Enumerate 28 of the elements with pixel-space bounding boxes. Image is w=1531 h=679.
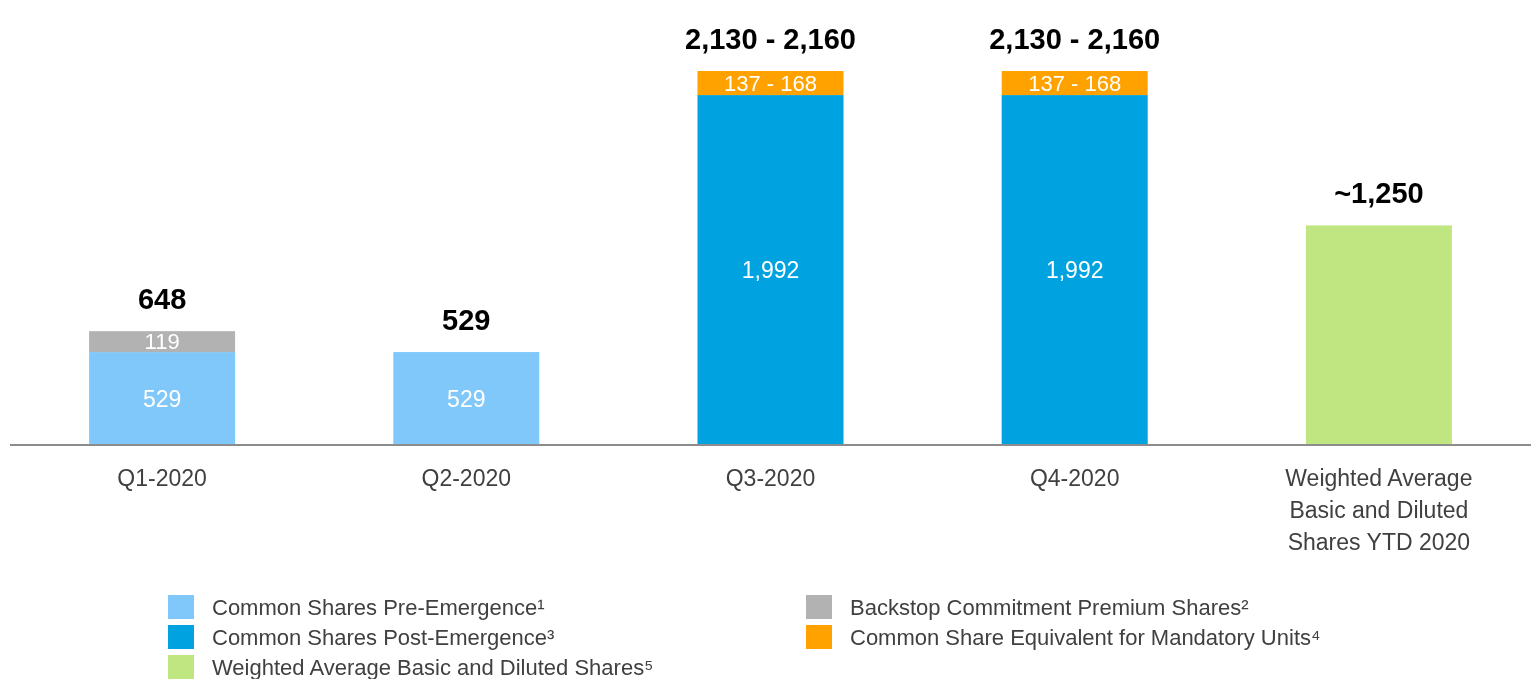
legend-label: Backstop Commitment Premium Shares² — [850, 594, 1249, 620]
x-tick-label: Q4-2020 — [1029, 465, 1120, 491]
bar — [1001, 95, 1148, 445]
bar — [393, 352, 540, 445]
data-label: 1,992 — [741, 257, 800, 284]
legend-label: Common Shares Pre-Emergence¹ — [212, 594, 545, 620]
legend-label: Common Share Equivalent for Mandatory Units⁴ — [850, 624, 1321, 650]
data-label: 137 - 168 — [1028, 70, 1122, 96]
data-label: 529 — [447, 385, 486, 412]
legend-label: Common Shares Post-Emergence³ — [212, 624, 555, 650]
x-tick-label: Q2-2020 — [421, 465, 512, 491]
x-tick-label: Weighted Average Basic and Diluted Shares YTD 2020 — [1285, 465, 1473, 555]
x-tick-label: Q3-2020 — [725, 465, 816, 491]
total-label: 2,130 - 2,160 — [989, 23, 1161, 55]
total-label: ~1,250 — [1334, 177, 1424, 210]
total-label: 2,130 - 2,160 — [685, 23, 856, 55]
bar — [89, 331, 236, 353]
data-label: 1,992 — [1045, 257, 1104, 284]
data-label: 119 — [144, 329, 180, 355]
bar — [1305, 225, 1452, 445]
bar — [89, 352, 236, 445]
x-tick-label: Q1-2020 — [117, 465, 207, 491]
data-label: 529 — [142, 385, 182, 412]
total-label: 648 — [137, 283, 187, 316]
legend-label: Weighted Average Basic and Diluted Shares⁵ — [212, 654, 654, 679]
data-label: 137 - 168 — [724, 70, 817, 96]
bar — [697, 95, 844, 445]
total-label: 529 — [442, 304, 491, 337]
